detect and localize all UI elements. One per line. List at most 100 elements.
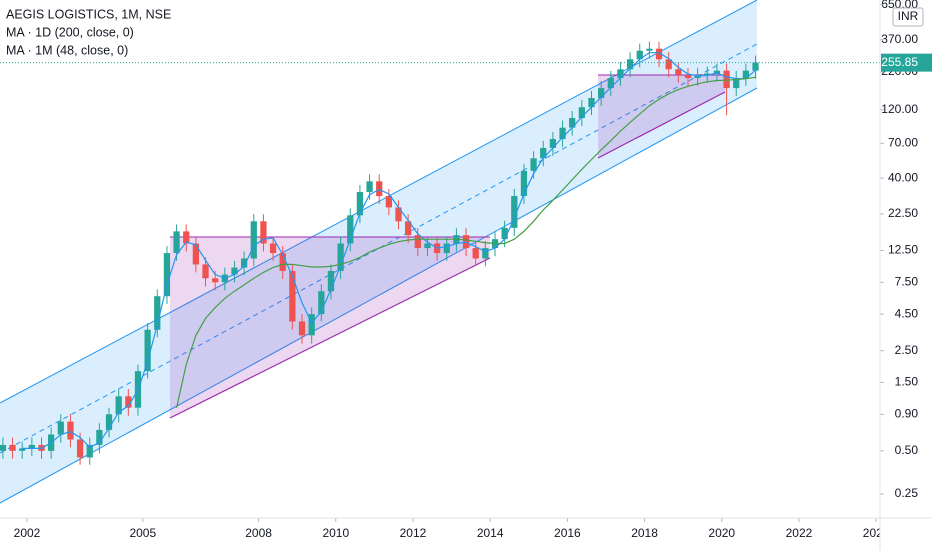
last-price-box [881,53,932,72]
candle-body [733,77,740,89]
x-tick-label: 2008 [245,526,272,540]
x-axis: 2002 2005 2008 2010 2012 2014 2016 2018 2020 2022… [14,518,890,540]
y-tick-label: 120.00 [881,102,918,116]
candle-body [154,296,161,330]
x-tick-label: 2010 [322,526,349,540]
candle-body [482,248,489,259]
candle-body [308,314,315,336]
candle-body [86,444,93,458]
candle-body [511,196,518,228]
y-tick-label: 1.50 [895,375,919,389]
x-tick-label: 2014 [477,526,504,540]
candle-body [443,243,450,254]
candle-body [578,107,585,119]
candle-body [588,97,595,108]
chart-title: AEGIS LOGISTICS, 1M, NSE [6,7,171,21]
ma-line [22,52,756,449]
candle-body [9,444,16,451]
candle-body [250,221,257,259]
candle-body [723,70,730,89]
candle-body [520,170,528,197]
legend-entry: MA · 1M (48, close, 0) [6,43,128,57]
x-tick-label: 2005 [129,526,156,540]
y-axis: 0.25 0.50 0.90 1.50 2.50 4.50 7.50 12.50 22.50 40… [880,0,932,500]
candle-body [598,88,605,98]
candle-body [559,127,566,140]
candle-body [694,74,701,78]
candle-body [675,69,682,75]
x-tick-label: 2018 [631,526,658,540]
x-tick-label: 2012 [400,526,427,540]
y-tick-label: 650.00 [881,0,918,11]
candle-body [385,196,392,208]
pattern-fill [598,75,725,158]
ma-line [176,76,756,408]
candle-body [105,414,113,430]
candle-body [212,278,219,283]
currency-box [892,7,924,27]
candle-body [318,291,325,315]
x-tick-label: 2020 [708,526,735,540]
candle-body [530,158,537,171]
candle-body [67,421,74,440]
candle-body [607,77,614,89]
candle-body [125,396,132,408]
candle-body [684,74,692,78]
candle-body [260,221,267,244]
y-tick-label: 70.00 [888,135,918,149]
x-tick-label: 2024 [863,526,890,540]
candle-body [713,70,721,74]
candle-body [752,62,759,71]
channel-fill [0,0,757,503]
candle-body [240,258,248,268]
candle-body [626,59,634,70]
candle-body [337,243,344,271]
candle-body [279,253,286,271]
y-tick-label: 12.50 [888,243,918,257]
candle-body [144,329,151,372]
candle-body [28,444,35,449]
y-tick-label: 0.25 [895,486,919,500]
y-tick-label: 2.50 [895,343,919,357]
candle-body [289,270,296,322]
candle-body [549,139,557,148]
legend: AEGIS LOGISTICS, 1M, NSE MA · 1D (200, c… [6,7,171,57]
candle-body [96,429,103,445]
candle-body [19,448,26,451]
x-tick-label: 2016 [554,526,581,540]
channel-lower [0,87,758,504]
y-tick-label: 7.50 [895,274,919,288]
y-tick-label: 40.00 [888,170,918,184]
candle-body [501,227,508,240]
candle-body [569,118,576,128]
candle-body [636,50,643,60]
candle-body [414,235,421,249]
y-tick-label: 4.50 [895,306,919,320]
x-tick-label: 2022 [786,526,813,540]
legend-entry: MA · 1D (200, close, 0) [6,25,134,39]
y-tick-label: 0.90 [895,406,919,420]
candle-body [617,69,624,78]
currency-label: INR [898,9,919,23]
candle-body [665,59,672,70]
candle-body [356,192,364,216]
candle-body [540,147,547,159]
candle-body [163,253,171,297]
candle-body [376,181,383,197]
channel-upper [0,0,758,404]
plot [0,41,880,465]
y-tick-label: 370.00 [881,32,918,46]
candle-body [231,267,238,275]
candle-body [202,264,209,279]
candle-body [655,48,663,60]
candle-body [57,421,64,435]
candle-body [115,396,122,415]
candle-body [192,243,200,265]
candle-body [347,215,354,244]
candle-body [405,221,412,236]
last-price-label: 255.85 [881,55,918,69]
candle-body [183,231,190,244]
x-tick-label: 2002 [14,526,41,540]
